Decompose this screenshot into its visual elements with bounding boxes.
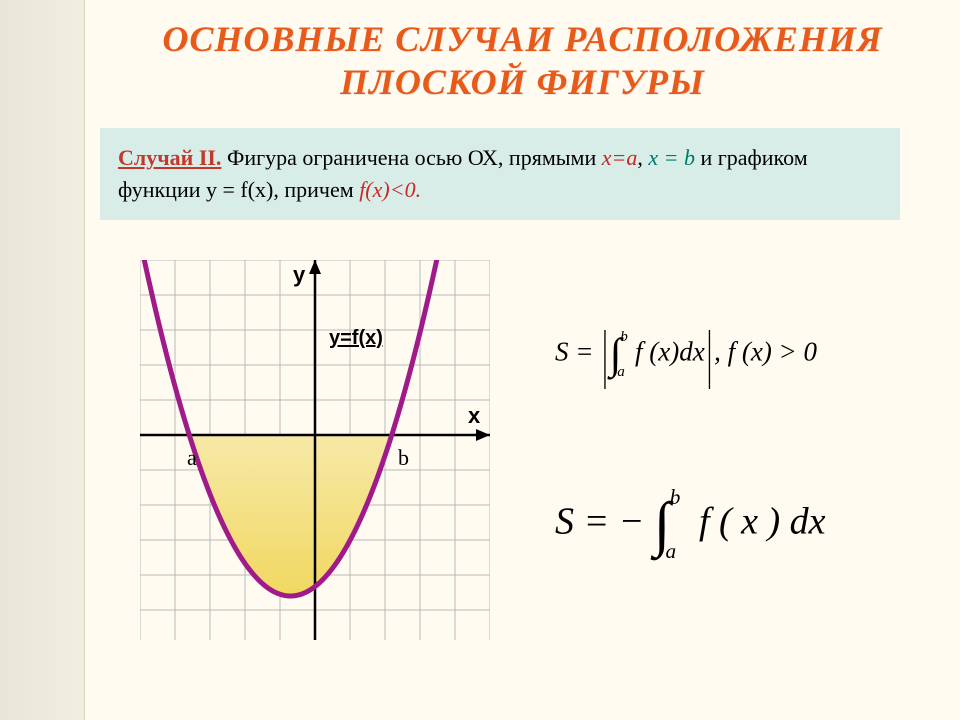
svg-text:a: a: [187, 445, 197, 470]
f1-body: f (x)dx: [635, 337, 705, 367]
f2-eq: = −: [574, 501, 654, 543]
f1-lower: a: [617, 364, 625, 381]
description-box: Случай II. Фигура ограничена осью ОХ, пр…: [100, 128, 900, 220]
formula-abs-integral: S = |∫ba f (x)dx|, f (x) > 0: [555, 330, 935, 379]
sidebar-decor: [0, 0, 85, 720]
desc-p1: Фигура ограничена осью ОХ, прямыми: [221, 145, 601, 170]
integral-sign-1: ∫ba: [610, 330, 622, 379]
svg-text:y=f(x): y=f(x): [329, 327, 383, 349]
xa: x=a: [602, 145, 638, 170]
f2-lower: a: [666, 539, 677, 564]
f2-body: f ( x ) dx: [699, 501, 826, 543]
svg-text:b: b: [398, 445, 409, 470]
f1-upper: b: [620, 329, 628, 346]
integral-sign-2: ∫ba: [654, 490, 671, 560]
f1-eq: =: [569, 337, 601, 367]
abs-bar-r: |: [707, 317, 712, 391]
case-label: Случай II.: [118, 145, 221, 170]
formula-neg-integral: S = − ∫ba f ( x ) dx: [555, 490, 955, 560]
cond: f(x)<0.: [359, 177, 421, 202]
svg-text:y: y: [293, 262, 306, 287]
f2-upper: b: [670, 485, 681, 510]
function-chart: y x a b y=f(x): [140, 260, 490, 640]
xb: x = b: [648, 145, 695, 170]
svg-text:x: x: [468, 403, 481, 428]
f1-tail: , f (x) > 0: [714, 337, 817, 367]
chart-container: y x a b y=f(x): [140, 260, 490, 640]
slide-title: ОСНОВНЫЕ СЛУЧАИ РАСПОЛОЖЕНИЯ ПЛОСКОЙ ФИГ…: [85, 18, 960, 104]
f2-S: S: [555, 501, 574, 543]
f1-S: S: [555, 337, 569, 367]
abs-bar-l: |: [602, 317, 607, 391]
c1: ,: [637, 145, 648, 170]
